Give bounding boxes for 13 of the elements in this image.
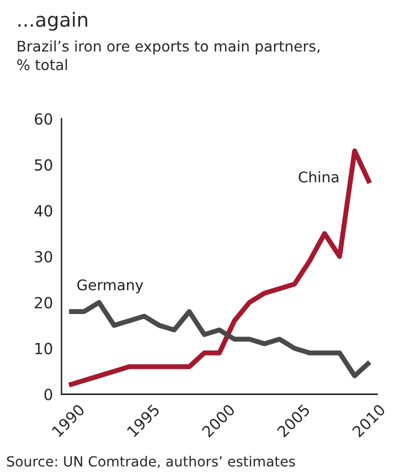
y-tick-label: 40 [34, 205, 52, 217]
series-label: China [298, 171, 338, 183]
y-tick-label: 30 [34, 250, 52, 263]
y-tick-label: 50 [34, 159, 52, 171]
y-tick-label: 0 [44, 388, 52, 400]
y-tick-label: 10 [35, 342, 52, 354]
chart-subtitle: Brazil’s iron ore exports to main partners, % total [17, 40, 320, 70]
y-tick-label: 60 [34, 113, 52, 125]
series-label: Germany [77, 279, 144, 294]
line-series [66, 148, 372, 388]
source-note: Source: UN Comtrade, authors’ estimates [7, 456, 295, 468]
y-tick-label: 20 [34, 296, 52, 308]
chart-title: ...again [18, 12, 88, 31]
